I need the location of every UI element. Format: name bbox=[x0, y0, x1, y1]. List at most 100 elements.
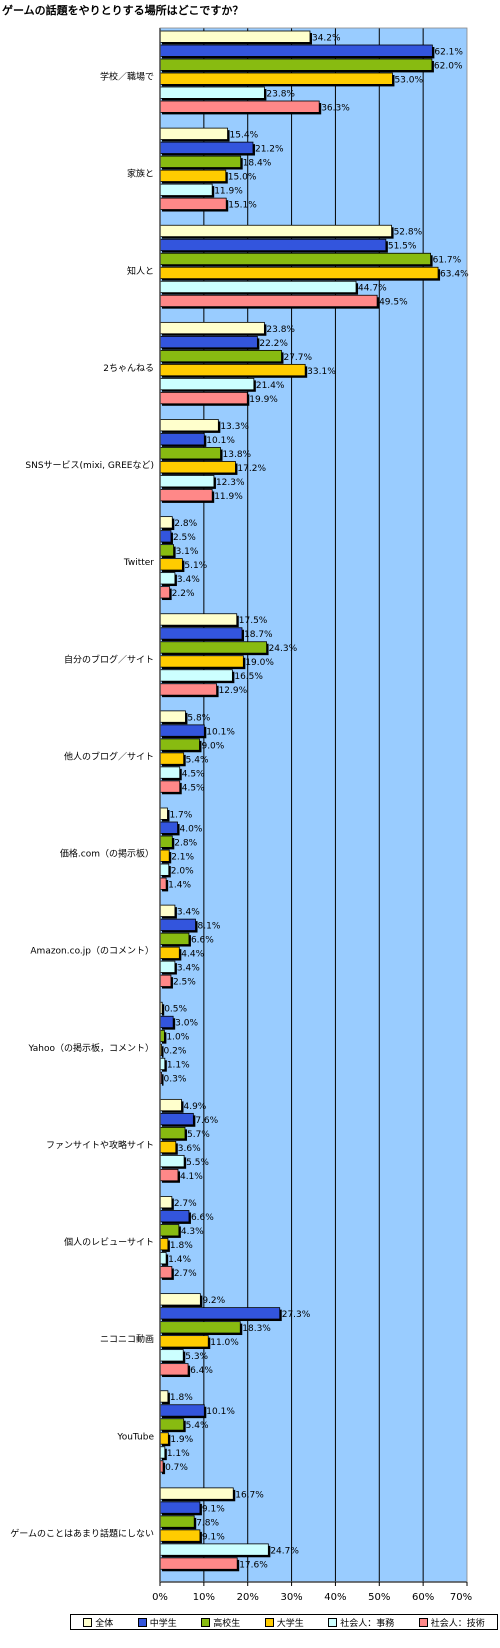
data-label: 1.8% bbox=[170, 1241, 193, 1251]
bar-2-2 bbox=[159, 252, 431, 266]
bar-15-1 bbox=[159, 1501, 201, 1514]
bar-13-5 bbox=[159, 1363, 189, 1376]
bar-4-2 bbox=[159, 447, 221, 460]
bar-2-5 bbox=[159, 294, 378, 308]
data-label: 16.7% bbox=[235, 1490, 264, 1500]
category-label: 2ちゃんねる bbox=[103, 363, 154, 374]
category-label: SNSサービス(mixi, GREEなど) bbox=[25, 460, 154, 471]
data-label: 15.1% bbox=[228, 201, 257, 211]
data-label: 3.4% bbox=[177, 575, 200, 585]
data-label: 17.6% bbox=[239, 1560, 268, 1570]
data-label: 10.1% bbox=[206, 727, 235, 737]
bar-1-4 bbox=[159, 183, 213, 196]
bar-6-4 bbox=[159, 669, 233, 682]
bar-8-2 bbox=[159, 835, 173, 848]
data-label: 1.9% bbox=[170, 1435, 193, 1445]
data-label: 61.7% bbox=[433, 256, 462, 266]
data-label: 6.6% bbox=[191, 1213, 214, 1223]
bar-11-2 bbox=[159, 1126, 186, 1140]
bar-12-4 bbox=[159, 1252, 167, 1265]
data-label: 0.5% bbox=[164, 1005, 187, 1015]
legend-swatch bbox=[137, 1617, 147, 1627]
bar-13-0 bbox=[159, 1293, 201, 1306]
data-label: 2.8% bbox=[174, 838, 197, 848]
data-label: 2.8% bbox=[174, 519, 197, 529]
data-label: 5.3% bbox=[185, 1352, 208, 1362]
plot-border bbox=[159, 27, 468, 1583]
data-label: 44.7% bbox=[358, 284, 387, 294]
data-label: 2.7% bbox=[174, 1199, 197, 1209]
category-label: Yahoo（の掲示板，コメント） bbox=[28, 1042, 155, 1054]
bar-6-0 bbox=[159, 613, 238, 626]
data-label: 4.9% bbox=[183, 1102, 206, 1112]
category-label: ゲームのことはあまり話題にしない bbox=[10, 1527, 154, 1539]
data-label: 27.3% bbox=[282, 1310, 311, 1320]
bar-12-0 bbox=[159, 1196, 173, 1209]
data-label: 18.7% bbox=[244, 630, 273, 640]
bar-6-1 bbox=[159, 627, 243, 640]
bar-1-0 bbox=[159, 127, 228, 140]
x-tick-label: 70% bbox=[450, 1592, 472, 1603]
legend-label: 全体 bbox=[95, 1618, 114, 1629]
data-label: 13.3% bbox=[220, 422, 249, 432]
data-label: 24.3% bbox=[269, 644, 298, 654]
bar-14-0 bbox=[159, 1390, 169, 1403]
bar-7-4 bbox=[159, 766, 181, 779]
bar-3-1 bbox=[159, 335, 258, 349]
bar-shadow bbox=[162, 1462, 166, 1475]
bar-7-5 bbox=[159, 780, 181, 793]
bar-14-2 bbox=[159, 1418, 185, 1431]
bar-12-1 bbox=[159, 1210, 190, 1223]
category-label: Twitter bbox=[123, 558, 154, 568]
data-label: 24.7% bbox=[270, 1546, 299, 1556]
data-label: 10.1% bbox=[206, 436, 235, 446]
data-label: 19.9% bbox=[249, 395, 278, 405]
bar-2-4 bbox=[159, 280, 357, 294]
bar-11-3 bbox=[159, 1140, 177, 1154]
data-label: 51.5% bbox=[388, 242, 417, 252]
data-label: 0.7% bbox=[165, 1463, 188, 1473]
data-label: 2.5% bbox=[173, 533, 196, 543]
bar-0-1 bbox=[159, 44, 433, 57]
bar-2-3 bbox=[159, 266, 439, 280]
data-label: 2.5% bbox=[173, 978, 196, 988]
data-label: 2.0% bbox=[171, 866, 194, 876]
data-label: 22.2% bbox=[259, 339, 288, 349]
data-label: 9.1% bbox=[202, 1532, 225, 1542]
data-label: 2.1% bbox=[171, 852, 194, 862]
bar-4-0 bbox=[159, 419, 219, 432]
bar-1-1 bbox=[159, 141, 254, 154]
bar-7-3 bbox=[159, 752, 185, 765]
bar-10-1 bbox=[159, 1015, 174, 1029]
bar-1-5 bbox=[159, 197, 227, 210]
data-label: 49.5% bbox=[379, 298, 408, 308]
legend-label: 大学生 bbox=[276, 1618, 304, 1629]
bar-14-3 bbox=[159, 1432, 169, 1445]
category-label: 自分のブログ／サイト bbox=[64, 653, 154, 665]
bar-11-5 bbox=[159, 1168, 179, 1182]
bar-9-5 bbox=[159, 974, 172, 987]
x-tick-label: 50% bbox=[368, 1592, 390, 1603]
data-label: 62.0% bbox=[434, 61, 463, 71]
bar-11-1 bbox=[159, 1112, 194, 1126]
bar-0-3 bbox=[159, 72, 393, 85]
bar-3-0 bbox=[159, 321, 265, 335]
data-label: 5.4% bbox=[186, 755, 209, 765]
data-label: 1.1% bbox=[167, 1061, 190, 1071]
bar-9-2 bbox=[159, 932, 190, 945]
bar-0-2 bbox=[159, 58, 433, 71]
bar-9-4 bbox=[159, 960, 176, 973]
data-label: 33.1% bbox=[307, 367, 336, 377]
data-label: 63.4% bbox=[440, 270, 469, 280]
bar-13-3 bbox=[159, 1335, 209, 1348]
x-tick-label: 40% bbox=[324, 1592, 346, 1603]
bar-15-0 bbox=[159, 1487, 234, 1500]
category-label: ファンサイトや攻略サイト bbox=[46, 1139, 154, 1151]
data-label: 16.5% bbox=[234, 672, 263, 682]
data-label: 62.1% bbox=[434, 47, 463, 57]
bar-5-5 bbox=[159, 586, 171, 599]
legend-item: 社会人：事務 bbox=[328, 1616, 394, 1629]
bar-5-0 bbox=[159, 516, 173, 529]
bar-8-4 bbox=[159, 863, 170, 876]
data-label: 53.0% bbox=[394, 75, 423, 85]
